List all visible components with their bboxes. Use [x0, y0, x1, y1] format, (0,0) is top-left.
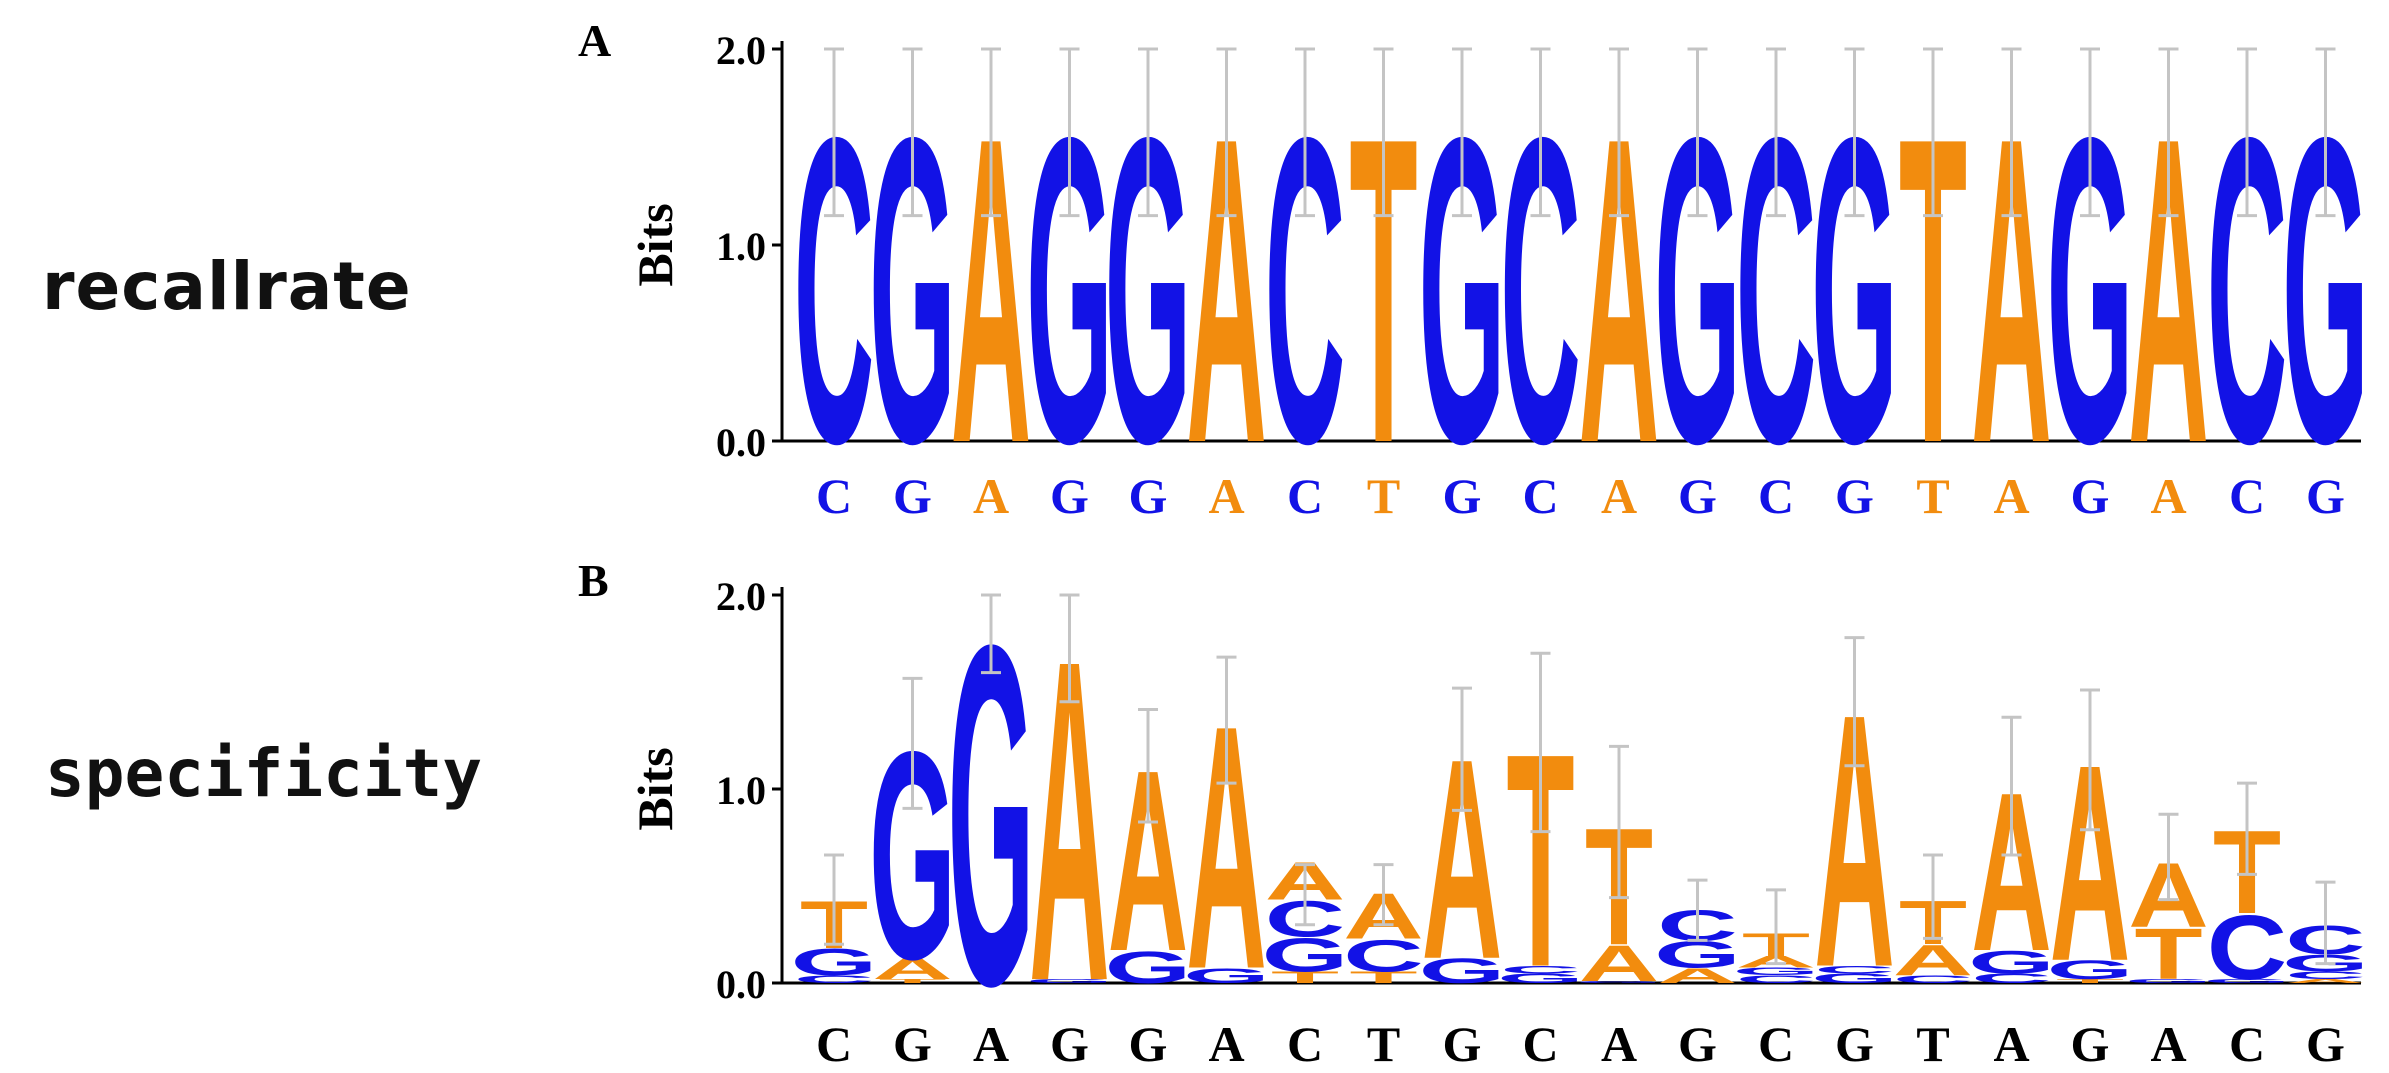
- x-tick-label: A: [1208, 1016, 1244, 1072]
- x-tick-label: G: [1129, 468, 1168, 524]
- x-tick-label: A: [973, 468, 1009, 524]
- x-tick-label: G: [2071, 1016, 2110, 1072]
- logo-letter-c: C: [2285, 969, 2365, 981]
- logo-letter-g: G: [1183, 964, 1270, 988]
- logo-letter-c: C: [1343, 930, 1423, 981]
- y-tick-label: 2.0: [716, 28, 766, 73]
- logo-letter-g: G: [1026, 978, 1113, 984]
- y-tick-label: 2.0: [716, 574, 766, 619]
- panel-letter: A: [578, 15, 611, 66]
- x-tick-label: G: [2071, 468, 2110, 524]
- logo-letter-g: G: [1497, 971, 1584, 986]
- y-axis-label: Bits: [627, 203, 683, 286]
- x-tick-label: C: [1758, 468, 1794, 524]
- logo-letter-g: G: [1811, 971, 1898, 986]
- logo-letter-g: G: [1262, 928, 1349, 982]
- x-tick-label: C: [1287, 468, 1323, 524]
- x-tick-label: C: [816, 1016, 852, 1072]
- x-tick-label: G: [1678, 1016, 1717, 1072]
- x-tick-label: G: [1835, 1016, 1874, 1072]
- x-tick-label: A: [1601, 1016, 1637, 1072]
- x-tick-label: C: [816, 468, 852, 524]
- y-tick-label: 1.0: [716, 768, 766, 813]
- x-tick-label: G: [1835, 468, 1874, 524]
- y-tick-label: 0.0: [716, 420, 766, 465]
- x-tick-label: G: [893, 1016, 932, 1072]
- logo-letter-g: G: [1733, 965, 1820, 977]
- row-label-recallrate: recallrate: [42, 248, 412, 325]
- logo-letter-g: G: [1105, 942, 1192, 993]
- logo-letter-c: C: [1814, 963, 1894, 975]
- x-tick-label: C: [2229, 1016, 2265, 1072]
- logo-letter-a: A: [1579, 936, 1659, 993]
- x-tick-label: A: [1601, 468, 1637, 524]
- x-tick-label: G: [1678, 468, 1717, 524]
- logo-letter-c: C: [1893, 973, 1973, 985]
- logo-letter-t: T: [2056, 978, 2124, 984]
- logo-letter-g: G: [1419, 951, 1506, 990]
- x-tick-label: A: [973, 1016, 1009, 1072]
- x-tick-label: C: [1522, 1016, 1558, 1072]
- logo-letter-g: G: [2047, 955, 2134, 985]
- x-tick-label: G: [1443, 468, 1482, 524]
- x-tick-label: G: [2306, 468, 2345, 524]
- logo-letter-a: A: [872, 953, 952, 986]
- logo-letter-t: T: [2134, 913, 2202, 994]
- row-label-specificity: specificity: [45, 735, 483, 812]
- x-tick-label: A: [2150, 468, 2186, 524]
- x-tick-label: A: [1993, 468, 2029, 524]
- x-tick-label: G: [1050, 468, 1089, 524]
- logo-letter-a: A: [2285, 978, 2365, 984]
- x-tick-label: G: [893, 468, 932, 524]
- x-tick-label: C: [1287, 1016, 1323, 1072]
- logo-letter-g: G: [1576, 981, 1663, 984]
- logo-letter-a: A: [1657, 964, 1737, 988]
- logo-letter-c: C: [794, 973, 874, 985]
- logo-letter-c: C: [1971, 971, 2051, 986]
- panel-letter: B: [578, 555, 609, 606]
- x-tick-label: G: [1129, 1016, 1168, 1072]
- x-tick-label: C: [2229, 468, 2265, 524]
- x-tick-label: T: [1916, 1016, 1949, 1072]
- x-tick-label: C: [1522, 468, 1558, 524]
- x-tick-label: G: [1050, 1016, 1089, 1072]
- logo-letter-g: G: [791, 941, 878, 983]
- logo-letter-c: C: [1736, 973, 1816, 985]
- logo-letter-a: A: [1893, 936, 1973, 984]
- logo-letter-g: G: [2125, 978, 2212, 984]
- x-tick-label: T: [1367, 468, 1400, 524]
- x-tick-label: T: [1916, 468, 1949, 524]
- x-tick-label: A: [1208, 468, 1244, 524]
- x-tick-label: G: [2306, 1016, 2345, 1072]
- x-tick-label: T: [1367, 1016, 1400, 1072]
- y-tick-label: 0.0: [716, 962, 766, 1007]
- logo-letter-g: G: [1968, 945, 2055, 981]
- logo-letter-t: T: [878, 978, 946, 984]
- x-tick-label: A: [1993, 1016, 2029, 1072]
- y-axis-label: Bits: [627, 747, 683, 830]
- x-tick-label: C: [1758, 1016, 1794, 1072]
- logo-letter-t: T: [1271, 968, 1339, 986]
- y-tick-label: 1.0: [716, 224, 766, 269]
- logo-letter-g: G: [2204, 978, 2291, 984]
- logo-letter-c: C: [1500, 963, 1580, 975]
- x-tick-label: A: [2150, 1016, 2186, 1072]
- logo-letter-c: C: [2207, 896, 2287, 998]
- x-tick-label: G: [1443, 1016, 1482, 1072]
- logo-letter-t: T: [1349, 968, 1417, 986]
